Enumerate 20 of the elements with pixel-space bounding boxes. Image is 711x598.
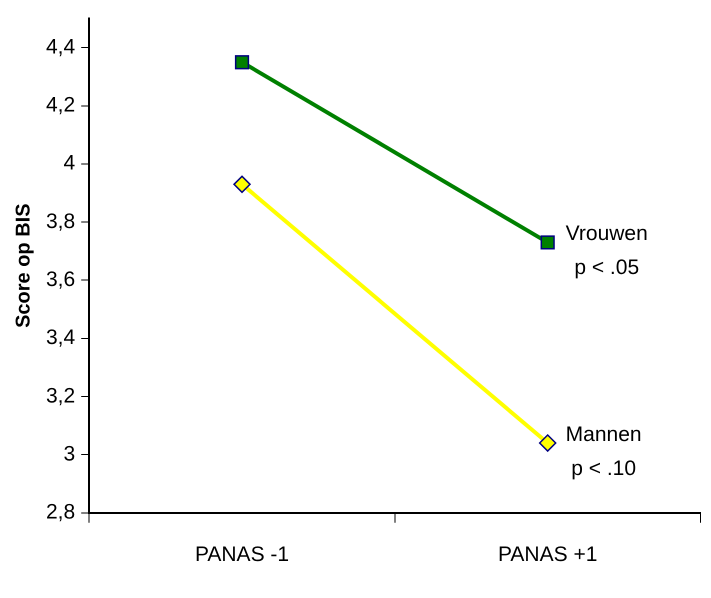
y-tick-label: 2,8 — [46, 500, 76, 524]
point — [233, 176, 251, 194]
x-tick-label: PANAS -1 — [194, 543, 290, 566]
y-tick-label: 3,2 — [46, 384, 76, 408]
point — [234, 55, 250, 70]
series-label: Vrouwen — [566, 222, 648, 246]
y-tick-label: 4,4 — [46, 35, 76, 58]
y-tick-label: 3,8 — [46, 210, 76, 233]
series-label: Mannen — [566, 422, 642, 446]
x-tick-label: PANAS +1 — [498, 543, 598, 566]
annotation: p < .10 — [571, 456, 636, 480]
y-tick-label: 4,2 — [46, 94, 76, 117]
y-tick-label: 3,6 — [46, 268, 76, 292]
y-tick-label: 3,4 — [46, 326, 76, 350]
point — [538, 434, 556, 452]
point — [540, 235, 555, 250]
y-tick-label: 4 — [64, 152, 76, 175]
annotation: p < .05 — [574, 256, 640, 280]
y-tick-label: 3 — [64, 442, 76, 466]
y-axis-title: Score op BIS — [12, 203, 35, 328]
